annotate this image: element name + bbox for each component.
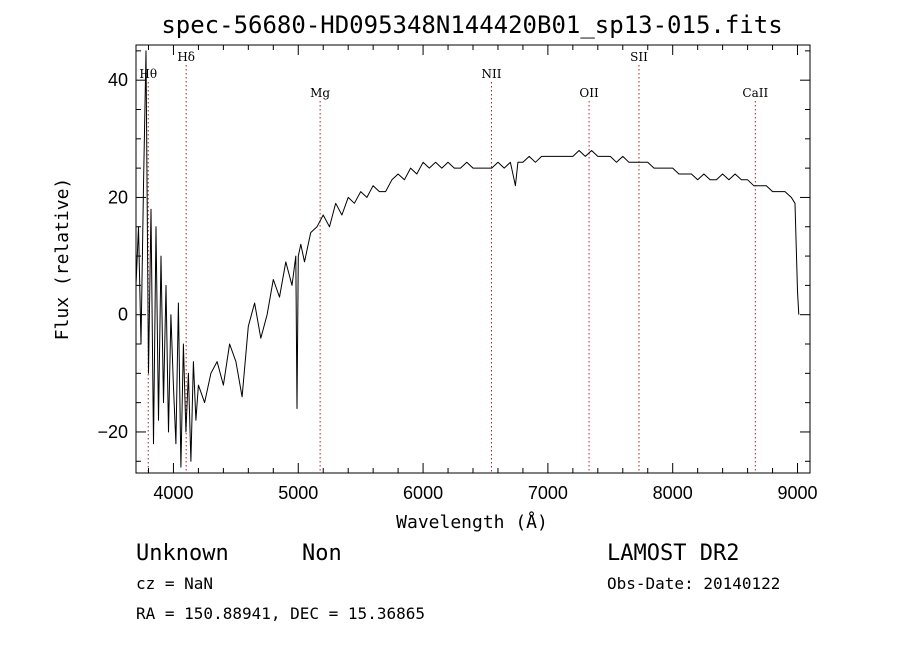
- spectral-line-label: Mg: [310, 86, 330, 100]
- series-group: [135, 50, 800, 468]
- spectral-line-label: Hθ: [139, 67, 157, 81]
- coordinates: RA = 150.88941, DEC = 15.36865: [136, 604, 425, 623]
- x-tick-label: 5000: [278, 483, 318, 503]
- y-tick-label: 20: [108, 187, 128, 207]
- spectral-line-label: CaII: [742, 86, 768, 100]
- spectral-line-label: OII: [579, 86, 599, 100]
- x-tick-label: 9000: [777, 483, 817, 503]
- x-tick-label: 7000: [528, 483, 568, 503]
- y-axis-label: Flux (relative): [52, 178, 73, 341]
- x-tick-label: 6000: [403, 483, 443, 503]
- object-class: Non: [302, 541, 342, 566]
- spectral-line-label: Hδ: [177, 50, 195, 64]
- spectrum-line: [135, 50, 800, 468]
- x-tick-label: 4000: [153, 483, 193, 503]
- spectral-line-label: SII: [630, 50, 648, 64]
- x-tick-label: 8000: [653, 483, 693, 503]
- y-axis-ticks: 40 20 0 −20: [97, 50, 810, 462]
- survey-name: LAMOST DR2: [607, 541, 739, 566]
- spectral-line-label: NII: [481, 67, 501, 81]
- object-name: Unknown: [136, 541, 229, 566]
- y-tick-label: 0: [118, 305, 128, 325]
- y-tick-label: 40: [108, 70, 128, 90]
- plot-frame: [135, 44, 811, 474]
- x-axis-ticks: 4000 5000 6000 7000 8000 9000: [147, 45, 818, 503]
- y-tick-label: −20: [97, 422, 128, 442]
- spectral-line-markers: Hθ Hδ Mg NII OII SII CaII: [139, 50, 768, 473]
- observation-date: Obs-Date: 20140122: [607, 574, 780, 593]
- x-axis-label: Wavelength (Å): [396, 511, 548, 533]
- chart-title: spec-56680-HD095348N144420B01_sp13-015.f…: [161, 11, 782, 39]
- redshift-cz: cz = NaN: [136, 574, 213, 593]
